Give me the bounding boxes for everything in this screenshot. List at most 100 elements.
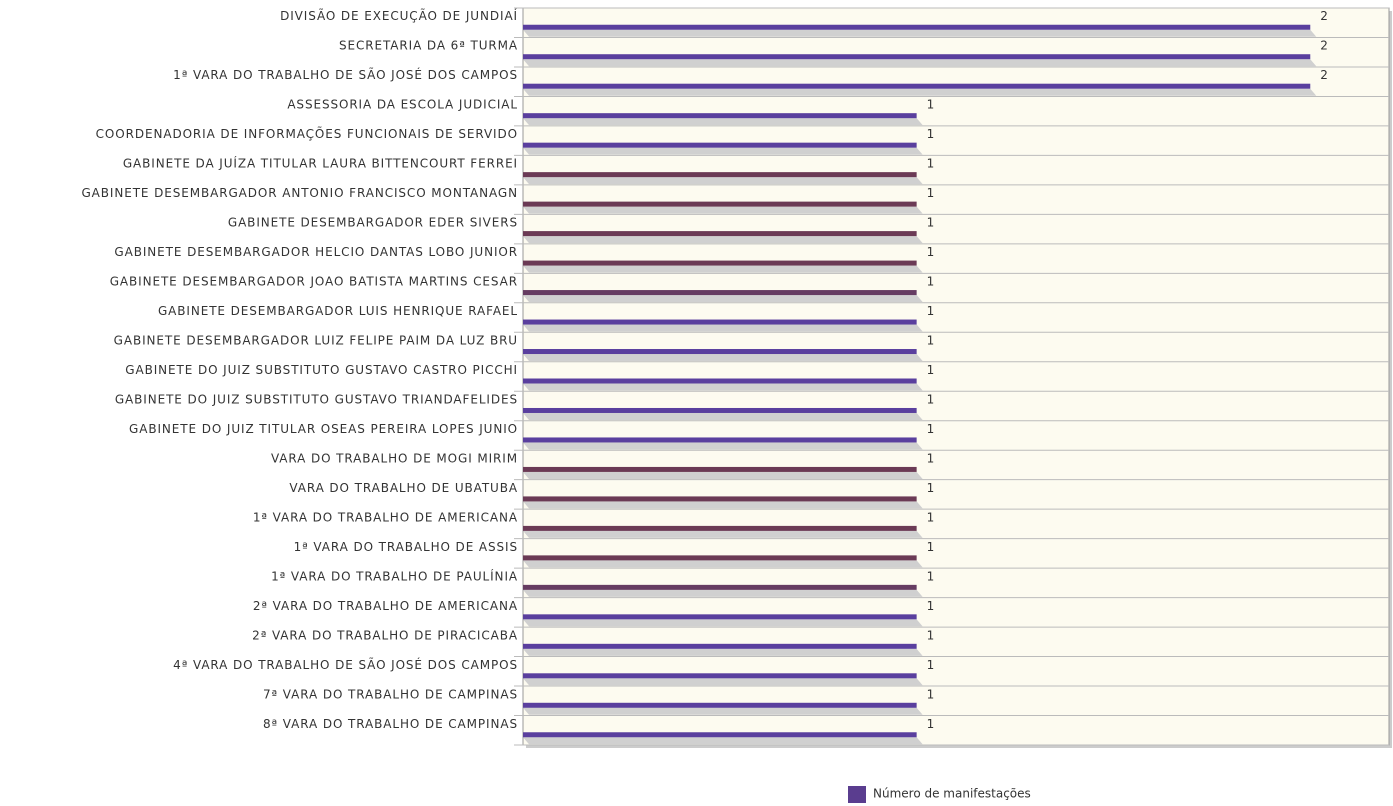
bar [523,54,1311,60]
bar-shadow [523,648,923,656]
bar [523,437,917,443]
y-tick-label: ASSESSORIA DA ESCOLA JUDICIAL [287,98,518,112]
bar [523,24,1311,30]
bar [523,201,917,207]
value-label: 1 [927,186,935,200]
bar [523,673,917,679]
value-label: 1 [927,599,935,613]
bar [523,319,917,325]
value-label: 1 [927,216,935,230]
bar [523,83,1311,89]
y-tick-label: GABINETE DESEMBARGADOR ANTONIO FRANCISCO… [81,186,518,200]
bar-shadow [523,295,923,303]
bar-shadow [523,177,923,185]
y-tick-label: VARA DO TRABALHO DE MOGI MIRIM [271,451,518,465]
bar-shadow [523,236,923,244]
value-label: 1 [927,481,935,495]
bar-shadow [523,619,923,627]
bar [523,643,917,649]
y-tick-label: COORDENADORIA DE INFORMAÇÕES FUNCIONAIS … [96,126,518,141]
y-tick-label: GABINETE DESEMBARGADOR JOAO BATISTA MART… [110,275,518,289]
y-tick-label: GABINETE DESEMBARGADOR HELCIO DANTAS LOB… [114,245,518,259]
bar [523,525,917,531]
legend-swatch [848,786,866,803]
bar-shadow [523,265,923,273]
value-label: 2 [1320,9,1328,23]
bar-shadow [523,737,923,745]
value-label: 1 [927,392,935,406]
bar [523,732,917,738]
value-label: 1 [927,687,935,701]
value-label: 1 [927,275,935,289]
value-label: 2 [1320,68,1328,82]
y-tick-label: 8ª VARA DO TRABALHO DE CAMPINAS [263,717,518,731]
bar-shadow [523,29,1317,37]
bar-shadow [523,147,923,155]
y-tick-label: GABINETE DO JUIZ SUBSTITUTO GUSTAVO TRIA… [115,392,518,406]
y-tick-label: 4ª VARA DO TRABALHO DE SÃO JOSÉ DOS CAMP… [173,657,518,672]
value-label: 1 [927,334,935,348]
bar-shadow [523,560,923,568]
legend-label: Número de manifestações [873,787,1031,801]
bar-shadow [523,354,923,362]
bar [523,378,917,384]
y-tick-label: 1ª VARA DO TRABALHO DE AMERICANA [253,510,518,524]
bar [523,555,917,561]
y-tick-label: GABINETE DO JUIZ SUBSTITUTO GUSTAVO CAST… [125,363,518,377]
y-tick-label: 1ª VARA DO TRABALHO DE PAULÍNIA [271,568,518,583]
y-tick-label: 1ª VARA DO TRABALHO DE ASSIS [294,540,518,554]
bar-shadow [523,59,1317,67]
bar [523,260,917,266]
value-label: 1 [927,127,935,141]
bar [523,466,917,472]
bar-shadow [523,206,923,214]
value-label: 1 [927,451,935,465]
value-label: 1 [927,304,935,318]
value-label: 2 [1320,39,1328,53]
bar [523,614,917,620]
value-label: 1 [927,422,935,436]
value-label: 1 [927,245,935,259]
bar-shadow [523,88,1317,96]
bar-shadow [523,678,923,686]
bar [523,496,917,502]
y-tick-label: GABINETE DESEMBARGADOR LUIS HENRIQUE RAF… [158,304,518,318]
bar [523,349,917,355]
value-label: 1 [927,540,935,554]
value-label: 1 [927,717,935,731]
bar [523,407,917,413]
bar-shadow [523,589,923,597]
bar [523,113,917,119]
bar-shadow [523,501,923,509]
y-tick-label: GABINETE DESEMBARGADOR EDER SIVERS [228,216,518,230]
value-label: 1 [927,510,935,524]
y-tick-label: GABINETE DA JUÍZA TITULAR LAURA BITTENCO… [123,156,518,171]
value-label: 1 [927,363,935,377]
value-label: 1 [927,98,935,112]
value-label: 1 [927,569,935,583]
y-tick-label: 1ª VARA DO TRABALHO DE SÃO JOSÉ DOS CAMP… [173,67,518,82]
bar-shadow [523,412,923,420]
y-tick-label: SECRETARIA DA 6ª TURMA [339,39,518,53]
value-label: 1 [927,658,935,672]
bar [523,172,917,178]
bar-shadow [523,707,923,715]
bar [523,142,917,148]
bar [523,702,917,708]
bar-shadow [523,118,923,126]
value-label: 1 [927,628,935,642]
y-tick-label: VARA DO TRABALHO DE UBATUBA [289,481,518,495]
y-tick-label: GABINETE DO JUIZ TITULAR OSEAS PEREIRA L… [129,422,518,436]
bar-shadow [523,383,923,391]
y-tick-label: 2ª VARA DO TRABALHO DE PIRACICABA [252,628,518,642]
bar [523,290,917,296]
bar [523,231,917,237]
value-label: 1 [927,157,935,171]
bar-shadow [523,442,923,450]
bar-shadow [523,530,923,538]
bar-shadow [523,324,923,332]
y-tick-label: GABINETE DESEMBARGADOR LUIZ FELIPE PAIM … [114,334,518,348]
bar [523,584,917,590]
y-tick-label: 7ª VARA DO TRABALHO DE CAMPINAS [263,687,518,701]
